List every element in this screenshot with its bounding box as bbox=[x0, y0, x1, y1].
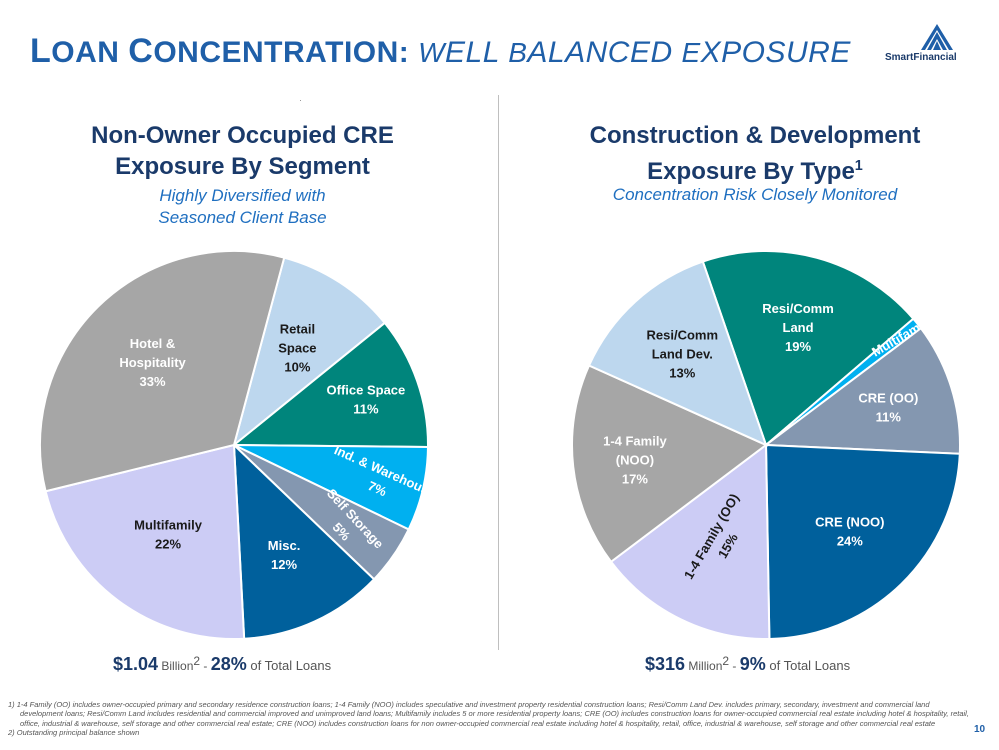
footnote: 1) 1-4 Family (OO) includes owner-occupi… bbox=[8, 700, 969, 728]
right-chart-title-line: Exposure By Type1 bbox=[520, 151, 990, 187]
title-text: ONCENTRATION: bbox=[153, 36, 410, 69]
left-chart-title-line: Non-Owner Occupied CRE bbox=[91, 122, 394, 149]
title-text: OAN bbox=[51, 36, 129, 69]
pie-slice bbox=[39, 250, 286, 493]
subtitle-letter: B bbox=[508, 37, 528, 68]
left-chart-subtitle-line: Seasoned Client Base bbox=[158, 208, 327, 227]
footnote-marker: 2 bbox=[193, 654, 201, 668]
right-chart-title-text: Exposure By Type bbox=[647, 158, 855, 185]
decorative-dot bbox=[300, 100, 301, 101]
left-chart-subtitle: Highly Diversified with Seasoned Client … bbox=[40, 185, 445, 229]
footnote: 2) Outstanding principal balance shown bbox=[8, 728, 140, 738]
left-chart-subtitle-line: Highly Diversified with bbox=[159, 186, 326, 205]
right-total: $316 Million2 - 9% of Total Loans bbox=[645, 654, 850, 675]
total-unit: Billion bbox=[161, 659, 194, 673]
right-chart-title-line: Construction & Development bbox=[589, 122, 921, 149]
subtitle-letter: E bbox=[681, 37, 701, 68]
total-percent: 9% bbox=[739, 654, 766, 674]
pie-slice bbox=[701, 250, 915, 447]
logo-text: SmartFinancial bbox=[885, 52, 957, 63]
total-separator: - bbox=[200, 659, 211, 673]
smartfinancial-logo-icon bbox=[921, 24, 953, 50]
pie-slice bbox=[44, 443, 246, 640]
pie-slice bbox=[587, 260, 768, 447]
left-chart-title: Non-Owner Occupied CRE Exposure By Segme… bbox=[40, 120, 445, 182]
subtitle-text: XPOSURE bbox=[700, 36, 851, 69]
total-amount: $316 bbox=[645, 654, 686, 674]
total-amount: $1.04 bbox=[113, 654, 159, 674]
slice-label: CRE (OO) 11% bbox=[858, 391, 918, 425]
slice-label: Misc. 12% bbox=[268, 538, 301, 572]
right-chart-subtitle: Concentration Risk Closely Monitored bbox=[520, 184, 990, 206]
total-separator: - bbox=[729, 659, 740, 673]
page-subtitle: WELL BALANCED EXPOSURE bbox=[418, 36, 851, 69]
slice-label: Resi/Comm Land Dev. 13% bbox=[647, 327, 719, 380]
right-chart-subtitle-line: Concentration Risk Closely Monitored bbox=[612, 185, 898, 204]
left-total: $1.04 Billion2 - 28% of Total Loans bbox=[113, 654, 331, 675]
subtitle-letter: W bbox=[418, 37, 446, 68]
left-chart-title-line: Exposure By Segment bbox=[115, 153, 370, 180]
pie-slice bbox=[609, 443, 771, 640]
page-number: 10 bbox=[974, 724, 986, 735]
pie-slice bbox=[231, 321, 429, 449]
total-percent: 28% bbox=[210, 654, 247, 674]
slice-label: Office Space 11% bbox=[327, 383, 406, 417]
slice-label: Retail Space 10% bbox=[278, 321, 316, 374]
pie-slice bbox=[232, 442, 376, 640]
title-letter: C bbox=[128, 32, 154, 70]
right-chart-title: Construction & Development Exposure By T… bbox=[520, 120, 990, 187]
total-caption: of Total Loans bbox=[765, 658, 851, 673]
subtitle-text: ALANCED bbox=[527, 36, 682, 69]
page-title: LOAN CONCENTRATION: WELL BALANCED EXPOSU… bbox=[30, 32, 851, 71]
footnote-marker: 2 bbox=[722, 654, 730, 668]
pie-slice bbox=[763, 326, 961, 455]
subtitle-text: ELL bbox=[445, 36, 509, 69]
slice-label: 1-4 Family (NOO) 17% bbox=[603, 434, 667, 487]
panel-divider bbox=[498, 95, 499, 650]
slice-label: CRE (NOO) 24% bbox=[815, 515, 884, 549]
total-caption: of Total Loans bbox=[246, 658, 332, 673]
slice-label: Multifamily 22% bbox=[134, 517, 203, 551]
total-unit: Million bbox=[688, 659, 723, 673]
footnotes: 1) 1-4 Family (OO) includes owner-occupi… bbox=[8, 700, 973, 738]
pie-slice bbox=[764, 443, 961, 640]
pie-slice bbox=[571, 364, 768, 564]
footnote-marker: 1 bbox=[854, 158, 863, 174]
slice-label: Hotel & Hospitality 33% bbox=[119, 336, 186, 389]
slice-label: Resi/Comm Land 19% bbox=[762, 301, 834, 354]
title-letter: L bbox=[30, 32, 52, 70]
